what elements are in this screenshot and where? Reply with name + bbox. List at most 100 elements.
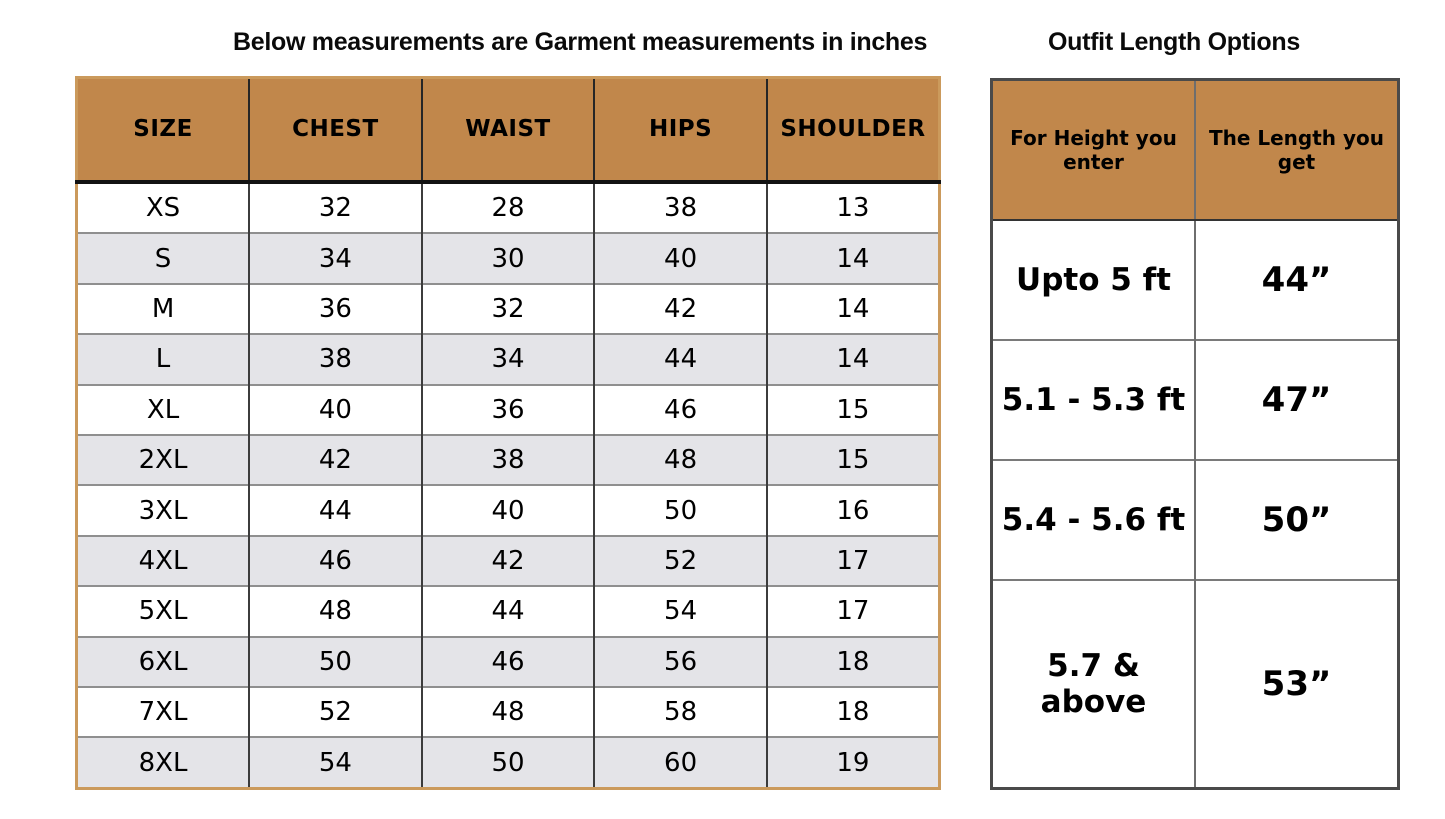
table-cell: 54 [248,737,422,789]
column-header: SIZE [76,77,250,184]
table-cell: 38 [420,434,595,486]
outfit-length-title: Outfit Length Options [1048,28,1300,56]
table-cell: 14 [765,334,940,385]
table-cell: 46 [420,636,595,687]
table-row: 5XL 48 44 54 17 [76,586,940,637]
table-cell: 42 [248,434,422,486]
table-cell: Upto 5 ft [991,219,1195,340]
table-cell: 44” [1194,219,1399,340]
table-cell: 38 [593,181,767,234]
table-cell: 47” [1194,339,1399,460]
table-cell: 46 [593,384,767,435]
table-cell: 48 [248,586,422,637]
table-cell: 53” [1194,579,1399,789]
table-cell: 5.7 & above [991,579,1195,789]
size-table-header-row: SIZE CHEST WAIST HIPS SHOULDER [76,77,940,184]
table-cell: 54 [593,586,767,637]
table-row: Upto 5 ft 44” [991,219,1399,340]
table-cell: 6XL [76,636,250,687]
table-cell: 36 [248,283,422,335]
table-cell: 3XL [76,485,250,536]
table-cell: 30 [420,233,595,284]
table-cell: L [76,334,250,385]
garment-size-table: SIZE CHEST WAIST HIPS SHOULDER XS 32 28 38 13 S 34… [75,76,941,790]
table-cell: 14 [765,283,940,335]
size-table-header: SIZE CHEST WAIST HIPS SHOULDER [76,77,940,184]
table-cell: 34 [248,233,422,284]
table-cell: 18 [765,686,940,738]
table-row: 3XL 44 40 50 16 [76,485,940,536]
column-header: CHEST [248,77,422,184]
table-row: 7XL 52 48 58 18 [76,686,940,738]
column-header: HIPS [593,77,767,184]
table-cell: 40 [248,384,422,435]
table-cell: XL [76,384,250,435]
table-row: L 38 34 44 14 [76,334,940,385]
table-cell: 32 [420,283,595,335]
table-cell: 28 [420,181,595,234]
column-header: SHOULDER [765,77,940,184]
table-cell: 52 [593,535,767,587]
table-row: XS 32 28 38 13 [76,181,940,234]
column-header: For Height you enter [991,79,1195,221]
table-cell: 36 [420,384,595,435]
table-cell: 58 [593,686,767,738]
table-cell: 17 [765,535,940,587]
table-row: 8XL 54 50 60 19 [76,737,940,789]
table-cell: 5XL [76,586,250,637]
table-cell: 40 [593,233,767,284]
table-cell: 42 [593,283,767,335]
table-cell: 48 [593,434,767,486]
table-row: 5.1 - 5.3 ft 47” [991,339,1399,460]
table-cell: 40 [420,485,595,536]
table-cell: 13 [765,181,940,234]
table-cell: M [76,283,250,335]
table-cell: 44 [248,485,422,536]
table-cell: 5.1 - 5.3 ft [991,339,1195,460]
table-cell: XS [76,181,250,234]
table-row: 4XL 46 42 52 17 [76,535,940,587]
table-cell: 50 [248,636,422,687]
table-cell: 15 [765,384,940,435]
table-cell: 44 [593,334,767,385]
table-row: S 34 30 40 14 [76,233,940,284]
table-cell: 32 [248,181,422,234]
table-cell: 19 [765,737,940,789]
table-cell: 18 [765,636,940,687]
outfit-length-table: For Height you enter The Length you get U… [990,78,1400,790]
table-cell: 14 [765,233,940,284]
column-header: The Length you get [1194,79,1399,221]
table-cell: 5.4 - 5.6 ft [991,459,1195,580]
table-cell: 2XL [76,434,250,486]
table-row: XL 40 36 46 15 [76,384,940,435]
table-row: 5.7 & above 53” [991,579,1399,789]
table-cell: 50 [420,737,595,789]
table-cell: 8XL [76,737,250,789]
table-cell: 48 [420,686,595,738]
column-header: WAIST [420,77,595,184]
table-cell: 7XL [76,686,250,738]
table-cell: S [76,233,250,284]
table-row: M 36 32 42 14 [76,283,940,335]
table-row: 2XL 42 38 48 15 [76,434,940,486]
table-cell: 15 [765,434,940,486]
garment-measurements-title: Below measurements are Garment measureme… [233,28,928,56]
table-cell: 38 [248,334,422,385]
table-cell: 4XL [76,535,250,587]
table-row: 6XL 50 46 56 18 [76,636,940,687]
table-cell: 46 [248,535,422,587]
table-cell: 16 [765,485,940,536]
table-cell: 50” [1194,459,1399,580]
table-cell: 17 [765,586,940,637]
table-cell: 42 [420,535,595,587]
table-cell: 60 [593,737,767,789]
table-cell: 34 [420,334,595,385]
table-cell: 50 [593,485,767,536]
table-cell: 52 [248,686,422,738]
length-table-body: Upto 5 ft 44” 5.1 - 5.3 ft 47” 5.4 - 5.6 ft 5… [991,219,1399,789]
table-cell: 56 [593,636,767,687]
size-table-body: XS 32 28 38 13 S 34 30 40 14 M 36 32 42 14 L 38 34 44 14 XL 4… [76,181,940,789]
table-cell: 44 [420,586,595,637]
length-table-header: For Height you enter The Length you get [991,79,1399,221]
